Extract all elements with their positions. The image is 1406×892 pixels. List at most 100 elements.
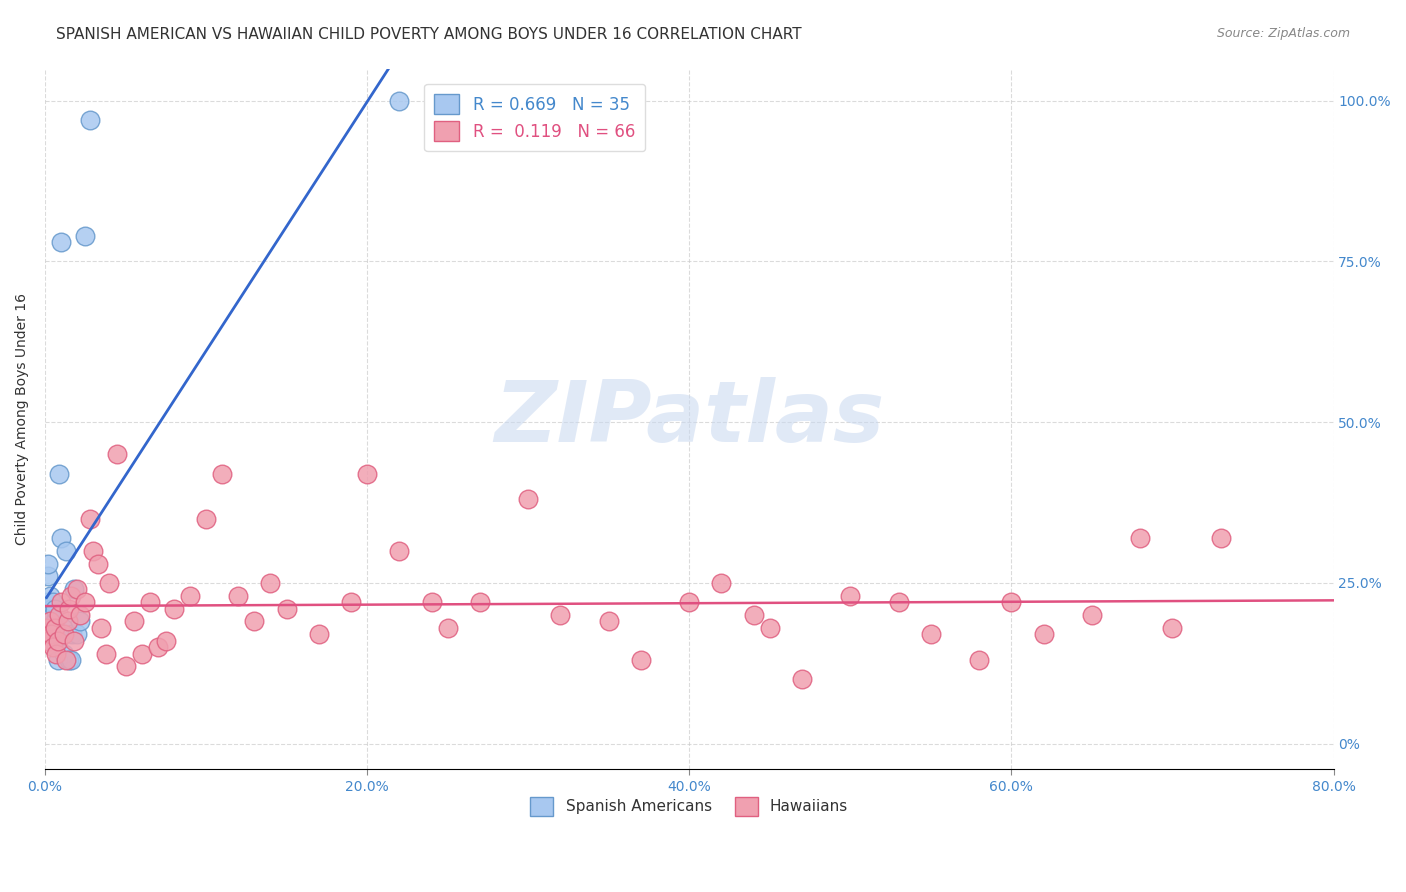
Point xyxy=(82,543,104,558)
Point xyxy=(967,653,990,667)
Point xyxy=(45,627,67,641)
Point xyxy=(420,595,443,609)
Point xyxy=(340,595,363,609)
Point xyxy=(63,633,86,648)
Point xyxy=(131,647,153,661)
Point xyxy=(55,543,77,558)
Point xyxy=(79,112,101,127)
Point xyxy=(46,653,69,667)
Point xyxy=(1161,621,1184,635)
Point xyxy=(63,582,86,597)
Point xyxy=(46,633,69,648)
Point xyxy=(35,595,58,609)
Legend: Spanish Americans, Hawaiians: Spanish Americans, Hawaiians xyxy=(522,788,858,825)
Point xyxy=(75,228,97,243)
Point xyxy=(468,595,491,609)
Point xyxy=(742,607,765,622)
Point xyxy=(678,595,700,609)
Point xyxy=(66,582,89,597)
Point xyxy=(41,627,63,641)
Point xyxy=(98,575,121,590)
Point xyxy=(146,640,169,655)
Point xyxy=(598,615,620,629)
Point xyxy=(35,621,58,635)
Point xyxy=(308,627,330,641)
Text: ZIPatlas: ZIPatlas xyxy=(494,377,884,460)
Point xyxy=(48,467,70,481)
Point xyxy=(1209,531,1232,545)
Point xyxy=(163,601,186,615)
Point xyxy=(790,673,813,687)
Point xyxy=(59,589,82,603)
Point xyxy=(55,653,77,667)
Point xyxy=(49,235,72,249)
Point xyxy=(38,615,60,629)
Point xyxy=(38,589,60,603)
Point xyxy=(211,467,233,481)
Point xyxy=(710,575,733,590)
Point xyxy=(58,653,80,667)
Point xyxy=(90,621,112,635)
Point xyxy=(887,595,910,609)
Point xyxy=(107,447,129,461)
Point xyxy=(44,601,66,615)
Point xyxy=(38,615,60,629)
Point xyxy=(96,647,118,661)
Text: SPANISH AMERICAN VS HAWAIIAN CHILD POVERTY AMONG BOYS UNDER 16 CORRELATION CHART: SPANISH AMERICAN VS HAWAIIAN CHILD POVER… xyxy=(56,27,801,42)
Point xyxy=(42,607,65,622)
Point xyxy=(42,595,65,609)
Point xyxy=(839,589,862,603)
Point xyxy=(114,659,136,673)
Point xyxy=(1000,595,1022,609)
Point xyxy=(1129,531,1152,545)
Point xyxy=(53,627,76,641)
Point xyxy=(41,627,63,641)
Point xyxy=(42,621,65,635)
Point xyxy=(58,601,80,615)
Point xyxy=(52,621,75,635)
Point xyxy=(35,607,58,622)
Point xyxy=(37,557,59,571)
Point xyxy=(41,615,63,629)
Point xyxy=(179,589,201,603)
Point xyxy=(155,633,177,648)
Point xyxy=(59,653,82,667)
Point xyxy=(122,615,145,629)
Point xyxy=(44,621,66,635)
Point xyxy=(44,615,66,629)
Point xyxy=(388,543,411,558)
Point xyxy=(45,647,67,661)
Point xyxy=(53,647,76,661)
Point xyxy=(60,627,83,641)
Point xyxy=(79,511,101,525)
Point xyxy=(1081,607,1104,622)
Point xyxy=(195,511,218,525)
Point xyxy=(920,627,942,641)
Point xyxy=(436,621,458,635)
Point xyxy=(388,94,411,108)
Point xyxy=(38,621,60,635)
Point xyxy=(66,627,89,641)
Point xyxy=(41,601,63,615)
Point xyxy=(276,601,298,615)
Point xyxy=(550,607,572,622)
Point xyxy=(69,607,91,622)
Point xyxy=(38,601,60,615)
Point xyxy=(69,615,91,629)
Point xyxy=(42,640,65,655)
Point xyxy=(45,640,67,655)
Point xyxy=(49,595,72,609)
Point xyxy=(758,621,780,635)
Point xyxy=(517,492,540,507)
Point xyxy=(46,633,69,648)
Point xyxy=(49,531,72,545)
Point xyxy=(630,653,652,667)
Point xyxy=(37,633,59,648)
Point xyxy=(37,569,59,583)
Point xyxy=(1032,627,1054,641)
Point xyxy=(75,595,97,609)
Point xyxy=(48,607,70,622)
Point xyxy=(226,589,249,603)
Point xyxy=(56,615,79,629)
Text: Source: ZipAtlas.com: Source: ZipAtlas.com xyxy=(1216,27,1350,40)
